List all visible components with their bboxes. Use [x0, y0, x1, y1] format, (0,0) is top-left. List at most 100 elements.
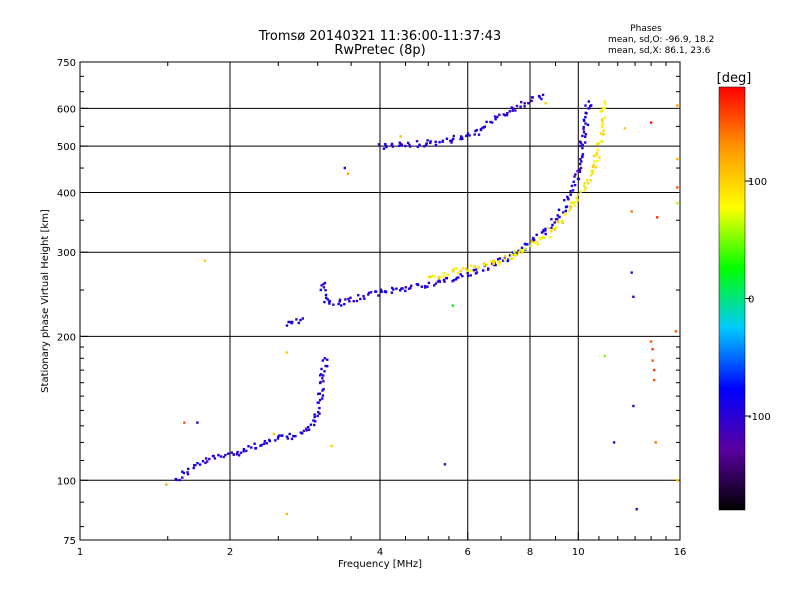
data-point	[313, 413, 316, 416]
data-point	[452, 269, 455, 272]
data-point	[576, 198, 579, 202]
data-point	[290, 322, 293, 325]
data-point	[497, 263, 501, 266]
data-point	[572, 180, 575, 183]
data-point	[455, 276, 459, 280]
data-point	[584, 135, 587, 138]
data-point	[208, 457, 211, 461]
colorbar-tick-label: 100	[748, 177, 767, 188]
data-point	[429, 275, 432, 278]
data-point	[581, 134, 584, 138]
data-point	[395, 287, 398, 290]
data-point	[319, 288, 322, 292]
data-point	[519, 249, 522, 252]
data-point	[580, 155, 584, 158]
data-point	[452, 278, 456, 282]
data-point	[535, 233, 538, 236]
data-point	[481, 126, 484, 130]
data-point	[503, 114, 507, 117]
data-point	[494, 263, 497, 267]
data-point	[564, 209, 567, 213]
data-point	[449, 139, 452, 143]
data-point	[576, 169, 579, 173]
data-point	[175, 478, 178, 482]
data-point	[416, 145, 419, 148]
data-point	[192, 466, 195, 470]
data-point	[566, 195, 569, 199]
data-point	[584, 111, 587, 115]
data-point	[503, 254, 507, 258]
data-point	[540, 231, 544, 234]
data-point	[589, 174, 593, 177]
data-point	[554, 226, 558, 229]
data-point	[520, 100, 523, 104]
data-point	[322, 380, 325, 383]
data-point	[318, 398, 322, 402]
data-point	[514, 109, 517, 112]
y-tick-label: 600	[57, 104, 76, 115]
data-point	[201, 460, 205, 463]
data-point	[316, 414, 319, 418]
data-point	[399, 142, 402, 146]
data-point	[560, 219, 563, 222]
data-point	[592, 169, 595, 172]
data-point	[569, 193, 572, 196]
data-point	[384, 143, 387, 146]
data-point	[391, 145, 395, 148]
data-point	[574, 173, 577, 176]
data-point	[343, 303, 346, 306]
data-point	[224, 453, 227, 457]
data-point	[186, 473, 190, 476]
data-point	[630, 210, 633, 213]
data-point	[573, 204, 576, 207]
data-point	[325, 296, 328, 299]
data-point	[324, 364, 327, 368]
data-point	[479, 128, 483, 131]
data-point	[604, 102, 607, 106]
data-point	[513, 250, 516, 253]
data-point	[579, 166, 583, 170]
data-point	[287, 320, 290, 324]
data-point	[599, 132, 603, 135]
data-point	[429, 141, 432, 145]
data-point	[374, 290, 377, 293]
data-point	[294, 435, 297, 438]
data-point	[281, 434, 284, 437]
data-point	[272, 432, 276, 436]
data-point	[518, 251, 521, 254]
data-point	[237, 454, 241, 457]
colorbar-tick-label: 0	[748, 295, 754, 306]
data-point	[318, 392, 321, 395]
data-point	[569, 190, 572, 193]
data-point	[313, 415, 316, 419]
data-point	[556, 214, 559, 217]
data-point	[226, 452, 230, 455]
data-point	[542, 236, 546, 239]
data-point	[320, 367, 323, 371]
data-point	[384, 144, 388, 148]
data-point	[318, 412, 321, 415]
data-point	[322, 286, 326, 289]
data-point	[579, 162, 582, 166]
data-point	[466, 269, 469, 272]
data-point	[579, 144, 582, 148]
data-point	[423, 145, 426, 148]
data-point	[550, 230, 553, 233]
data-point	[314, 420, 317, 423]
data-point	[286, 437, 290, 440]
data-point	[323, 300, 326, 304]
data-point	[445, 276, 448, 280]
data-point	[276, 437, 280, 440]
data-point	[584, 115, 587, 119]
x-tick-label: 1	[77, 547, 83, 558]
data-point	[390, 291, 394, 294]
data-point	[457, 276, 460, 279]
phases-title: Phases	[630, 24, 662, 34]
data-point	[527, 102, 530, 105]
data-point	[583, 189, 586, 192]
data-point	[601, 119, 604, 123]
data-point	[603, 116, 607, 119]
data-point	[299, 431, 302, 434]
data-point	[204, 461, 207, 465]
data-point	[630, 271, 633, 274]
